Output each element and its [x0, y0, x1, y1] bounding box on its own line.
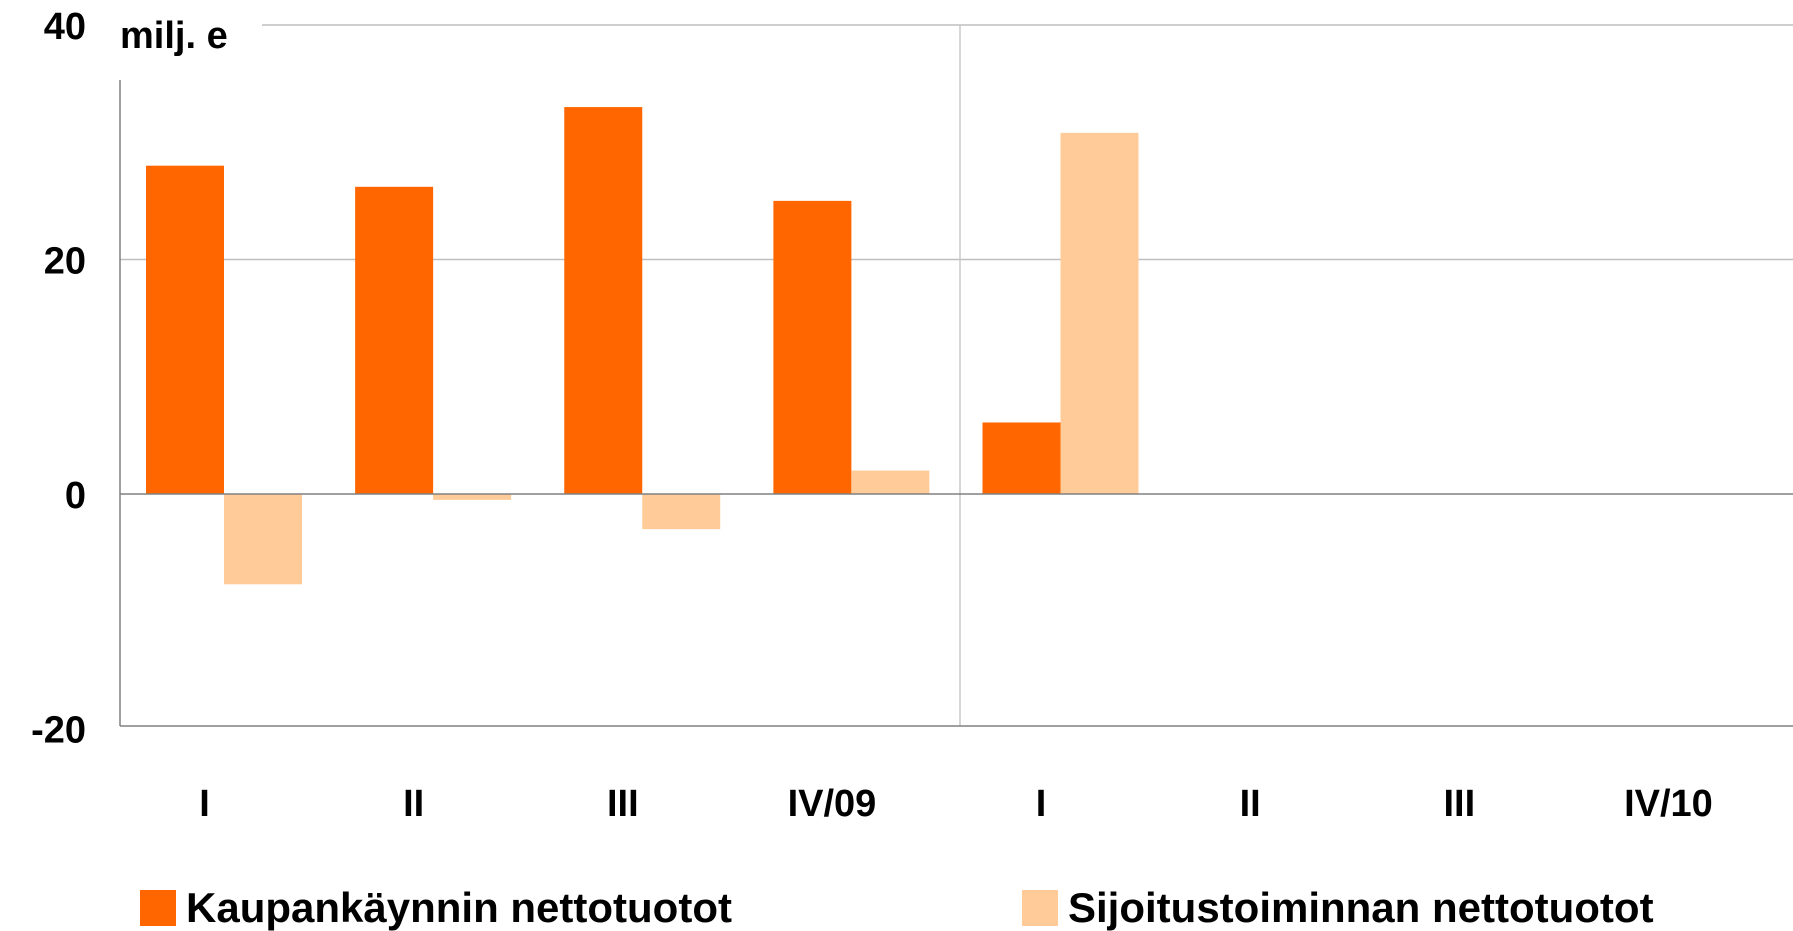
- bar-kaupankaynnin-1: [146, 165, 224, 494]
- x-tick-label: II: [403, 783, 424, 825]
- legend-label-kaupankaynnin: Kaupankäynnin nettotuotot: [186, 884, 732, 931]
- legend-swatch-kaupankaynnin: [140, 890, 176, 926]
- bar-kaupankaynnin-4: [773, 200, 852, 494]
- x-tick-label: IV/10: [1624, 783, 1713, 825]
- x-tick-label: I: [1036, 783, 1047, 825]
- legend-swatch-sijoitustoiminnan: [1022, 890, 1058, 926]
- bar-kaupankaynnin-2: [355, 186, 434, 494]
- y-tick-label: -20: [31, 710, 86, 752]
- bar-kaupankaynnin-3: [564, 107, 643, 494]
- x-tick-label: I: [199, 783, 210, 825]
- x-tick-label: IV/09: [788, 783, 877, 825]
- bar-sijoitustoiminnan-1: [224, 494, 302, 585]
- x-tick-label: II: [1240, 783, 1261, 825]
- y-tick-label: 20: [44, 241, 86, 283]
- legend-label-sijoitustoiminnan: Sijoitustoiminnan nettotuotot: [1068, 884, 1654, 931]
- bar-sijoitustoiminnan-5: [1060, 132, 1139, 494]
- y-unit-label: milj. e: [120, 15, 228, 57]
- legend: Kaupankäynnin nettotuotot Sijoitustoimin…: [140, 884, 1654, 931]
- bar-sijoitustoiminnan-3: [642, 494, 721, 530]
- axes: [119, 80, 1793, 727]
- bars: [146, 107, 1139, 585]
- bar-sijoitustoiminnan-2: [433, 494, 512, 500]
- x-tick-label: III: [1443, 783, 1475, 825]
- bar-kaupankaynnin-5: [982, 422, 1061, 494]
- x-tick-label: III: [607, 783, 639, 825]
- bar-sijoitustoiminnan-4: [851, 470, 930, 494]
- y-tick-label: 40: [44, 6, 86, 48]
- y-tick-label: 0: [65, 475, 86, 517]
